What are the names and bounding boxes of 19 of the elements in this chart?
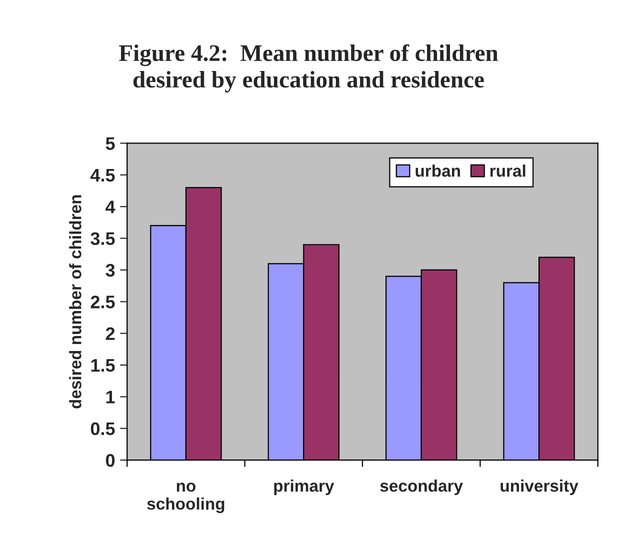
x-tick-label: no schooling (147, 482, 224, 514)
y-tick-label: 0.5 (90, 422, 115, 436)
x-tick-label: primary (274, 480, 334, 496)
y-tick-label: 2.5 (90, 296, 115, 308)
y-tick-label: 3 (106, 264, 115, 277)
x-tick-label: secondary (380, 480, 463, 496)
chart-title: Figure 4.2: Mean number of children desired by education and residence (119, 44, 498, 92)
y-tick-label: 1.5 (91, 359, 115, 372)
y-tick-label: 2 (106, 327, 115, 340)
y-tick-label: 0 (106, 454, 115, 467)
y-tick-label: 5 (106, 137, 115, 150)
y-tick-label: 4 (106, 200, 116, 214)
y-axis-title: desired number of children (69, 195, 82, 408)
y-tick-label: 1 (106, 390, 115, 404)
legend-label: urban (416, 164, 460, 177)
x-tick-label: university (500, 480, 578, 496)
y-tick-label: 4.5 (90, 169, 115, 182)
legend-label: rural (490, 164, 526, 177)
y-tick-label: 3.5 (90, 232, 115, 246)
